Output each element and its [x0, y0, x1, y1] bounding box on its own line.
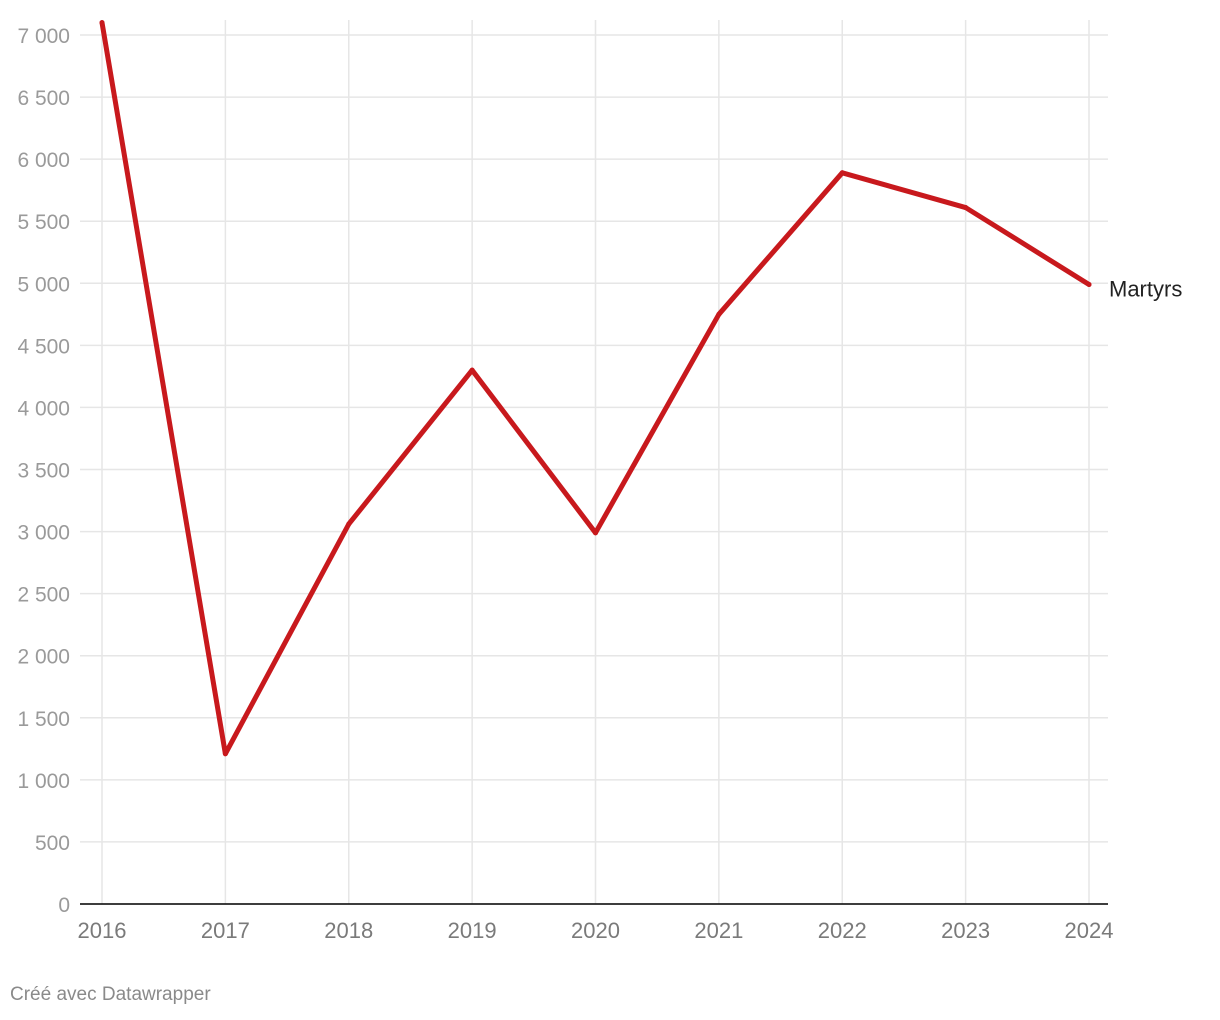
series-lines [99, 20, 1092, 757]
y-tick-label: 5 000 [17, 273, 70, 296]
data-point [99, 20, 105, 26]
y-tick-label: 7 000 [17, 25, 70, 48]
y-tick-label: 4 000 [17, 397, 70, 420]
x-tick-label: 2021 [694, 918, 743, 943]
data-point [716, 311, 722, 317]
data-point [1086, 282, 1092, 288]
y-tick-label: 1 500 [17, 708, 70, 731]
x-tick-label: 2019 [448, 918, 497, 943]
x-axis-tick-labels: 2016 2017 2018 2019 2020 2021 2022 2023 2024 [78, 918, 1114, 943]
y-axis-tick-labels: 0 500 1 000 1 500 2 000 2 500 3 000 3 500 4 000 4… [17, 25, 70, 917]
x-tick-label: 2018 [324, 918, 373, 943]
y-tick-label: 1 000 [17, 770, 70, 793]
data-point [593, 530, 598, 536]
series-labels: Martyrs [1109, 277, 1182, 302]
data-point [963, 205, 969, 211]
y-gridlines [80, 34, 1108, 843]
series-label: Martyrs [1109, 277, 1182, 302]
x-tick-label: 2016 [78, 918, 127, 943]
y-tick-label: 0 [58, 894, 70, 917]
y-tick-label: 6 000 [17, 149, 70, 172]
y-tick-label: 3 500 [17, 460, 70, 483]
x-tick-label: 2017 [201, 918, 250, 943]
y-tick-label: 4 500 [17, 335, 70, 358]
data-point [346, 521, 352, 527]
credit-text: Créé avec Datawrapper [10, 984, 211, 1005]
x-tick-label: 2022 [818, 918, 867, 943]
x-tick-label: 2020 [571, 918, 620, 943]
x-tick-label: 2024 [1065, 918, 1114, 943]
y-tick-label: 2 000 [17, 646, 70, 669]
data-point [222, 751, 228, 757]
data-point [469, 367, 475, 373]
x-gridlines [101, 20, 1090, 904]
line-chart: 0 500 1 000 1 500 2 000 2 500 3 000 3 500 4 000 4… [17, 20, 1182, 943]
y-tick-label: 500 [35, 832, 70, 855]
y-tick-label: 6 500 [17, 87, 70, 110]
data-point [839, 170, 845, 176]
y-tick-label: 3 000 [17, 522, 70, 545]
y-tick-label: 2 500 [17, 584, 70, 607]
y-tick-label: 5 500 [17, 211, 70, 234]
x-tick-label: 2023 [941, 918, 990, 943]
